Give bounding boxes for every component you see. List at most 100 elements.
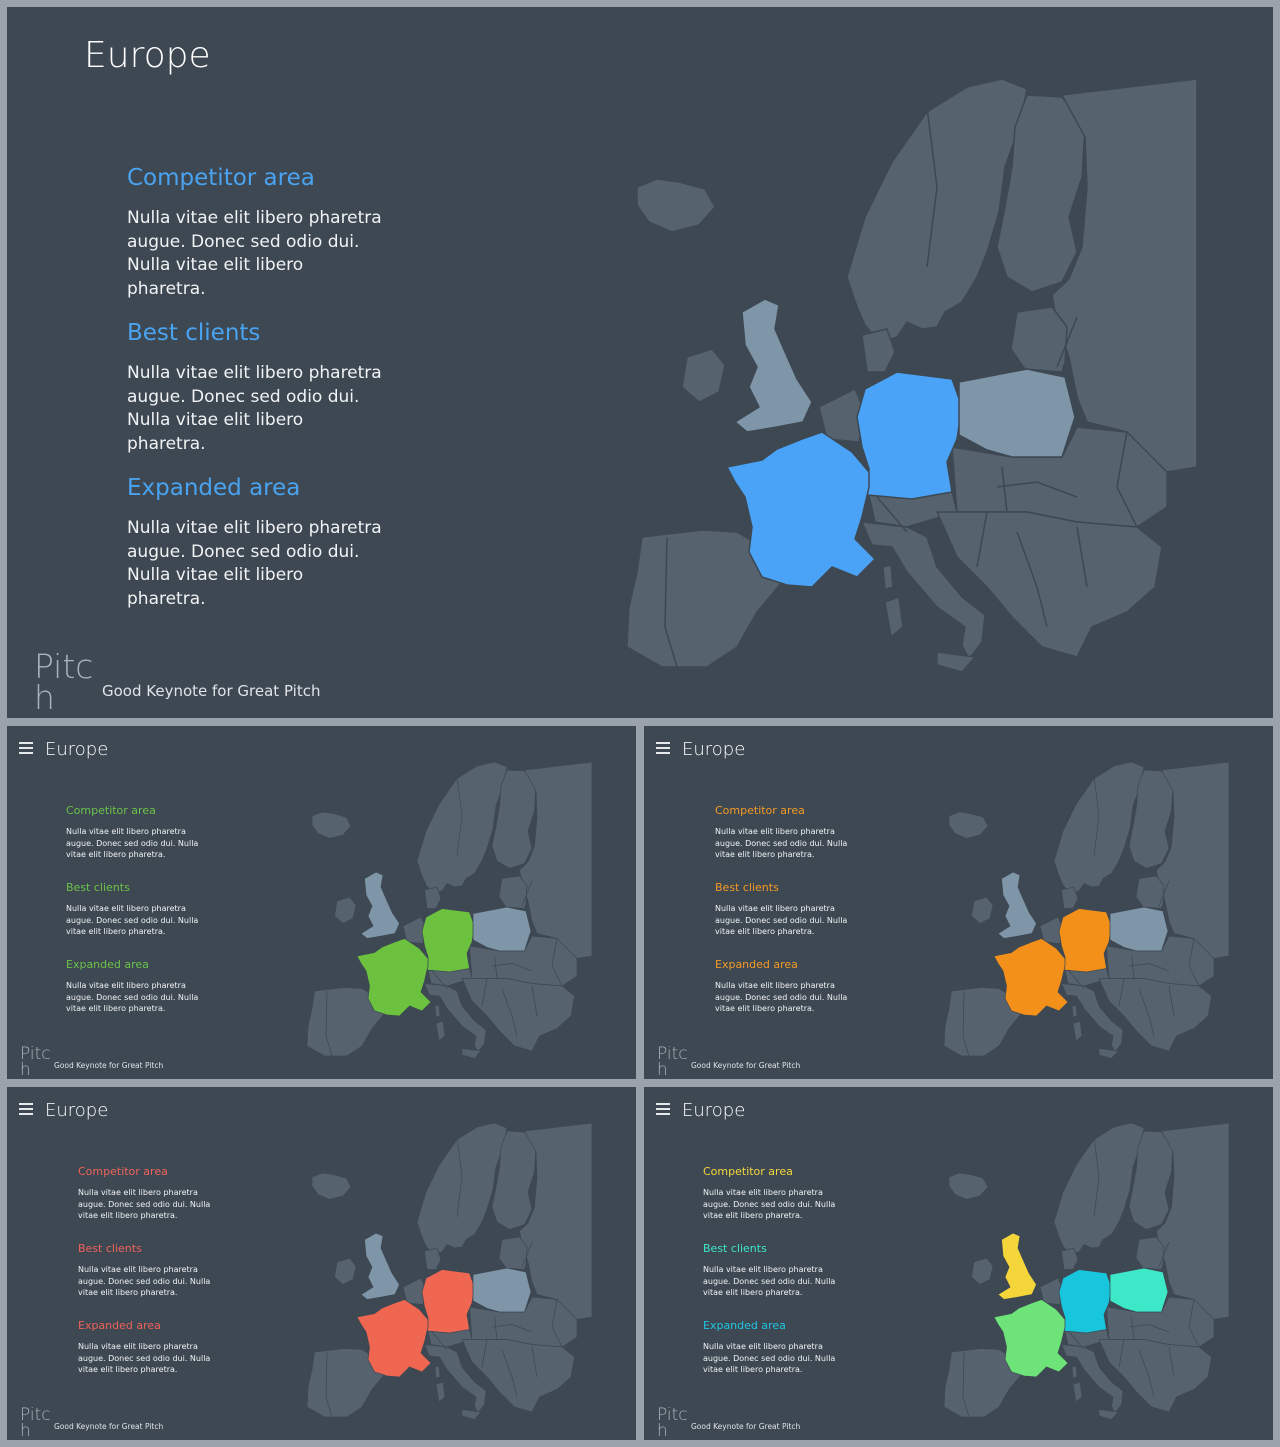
section-body: Nulla vitae elit libero pharetra augue. …: [715, 981, 848, 1013]
region-sardinia: [435, 1020, 446, 1042]
country-border: [481, 1339, 488, 1368]
section-heading: Competitor area: [78, 1165, 168, 1178]
tagline: Good Keynote for Great Pitch: [102, 682, 321, 700]
section-heading: Best clients: [127, 320, 261, 346]
region-germany: [1058, 1269, 1112, 1334]
country-border: [1131, 1316, 1135, 1340]
region-russia: [519, 761, 593, 959]
country-border: [325, 990, 333, 1057]
country-border: [1116, 431, 1138, 528]
europe-map: [934, 756, 1234, 1066]
country-border: [431, 970, 448, 989]
section-best-clients: Best clients Nulla vitae elit libero pha…: [127, 320, 387, 456]
country-border: [1168, 1346, 1175, 1378]
country-border: [1168, 985, 1175, 1017]
menu-icon[interactable]: [19, 1103, 33, 1115]
slide-multicolor: Europe Competitor area Nulla vitae elit …: [644, 1087, 1273, 1440]
country-border: [1118, 978, 1125, 1007]
section-body: Nulla vitae elit libero pharetra augue. …: [78, 1342, 211, 1374]
slide-main: Europe Competitor area Nulla vitae elit …: [7, 7, 1273, 718]
region-russia: [1051, 78, 1198, 473]
region-balkans: [461, 1339, 575, 1413]
section-competitor: Competitor area Nulla vitae elit libero …: [703, 1165, 838, 1222]
region-denmark: [424, 1247, 442, 1270]
region-sicily: [461, 1048, 482, 1059]
region-corsica: [434, 1004, 441, 1018]
region-uk: [997, 871, 1037, 939]
region-iceland: [948, 1172, 989, 1200]
section-expanded: Expanded area Nulla vitae elit libero ph…: [715, 958, 850, 1015]
region-sardinia: [435, 1381, 446, 1403]
country-border: [551, 1299, 563, 1348]
country-border: [1001, 466, 1008, 513]
section-heading: Expanded area: [703, 1319, 786, 1332]
europe-map-svg: [626, 78, 1198, 673]
region-baltics: [1135, 1236, 1165, 1270]
menu-icon[interactable]: [19, 742, 33, 754]
slide-orange: Europe Competitor area Nulla vitae elit …: [644, 726, 1273, 1079]
section-competitor: Competitor area Nulla vitae elit libero …: [66, 804, 201, 861]
europe-map-svg: [943, 761, 1230, 1059]
country-border: [1131, 955, 1135, 979]
section-heading: Competitor area: [715, 804, 805, 817]
section-expanded: Expanded area Nulla vitae elit libero ph…: [66, 958, 201, 1015]
section-heading: Competitor area: [66, 804, 156, 817]
region-france: [993, 938, 1069, 1017]
pitch-logo: Pitc h: [657, 1044, 688, 1079]
region-sicily: [1098, 1048, 1119, 1059]
country-border: [962, 990, 970, 1057]
country-border: [325, 1351, 333, 1418]
country-border: [481, 978, 488, 1007]
slide-title: Europe: [45, 1100, 109, 1121]
slide-title: Europe: [682, 739, 746, 760]
section-heading: Best clients: [66, 881, 130, 894]
region-russia: [1156, 761, 1230, 959]
section-heading: Competitor area: [703, 1165, 793, 1178]
region-poland: [958, 368, 1076, 458]
country-border: [1093, 1136, 1100, 1218]
country-border: [1138, 1349, 1155, 1398]
section-heading: Expanded area: [66, 958, 149, 971]
section-competitor: Competitor area Nulla vitae elit libero …: [715, 804, 850, 861]
country-border: [456, 775, 463, 857]
region-baltics: [1135, 875, 1165, 909]
section-best-clients: Best clients Nulla vitae elit libero pha…: [78, 1242, 213, 1299]
region-sicily: [1098, 1409, 1119, 1420]
europe-map: [297, 1117, 597, 1427]
country-border: [551, 938, 563, 987]
country-border: [1158, 880, 1170, 907]
region-denmark: [861, 328, 896, 373]
region-scandinavia: [846, 78, 1028, 343]
section-body: Nulla vitae elit libero pharetra augue. …: [78, 1265, 211, 1297]
menu-icon[interactable]: [656, 742, 670, 754]
menu-icon[interactable]: [656, 1103, 670, 1115]
country-border: [1158, 1241, 1170, 1268]
region-poland: [1109, 1267, 1169, 1313]
section-body: Nulla vitae elit libero pharetra augue. …: [66, 981, 199, 1013]
slide-green: Europe Competitor area Nulla vitae elit …: [7, 726, 636, 1079]
region-denmark: [1061, 1247, 1079, 1270]
tagline: Good Keynote for Great Pitch: [54, 1422, 164, 1431]
country-border: [521, 1241, 533, 1268]
section-heading: Competitor area: [127, 165, 315, 191]
region-iceland: [311, 811, 352, 839]
region-sicily: [461, 1409, 482, 1420]
region-france: [726, 431, 876, 588]
country-border: [876, 496, 908, 533]
region-uk: [997, 1232, 1037, 1300]
region-corsica: [882, 564, 894, 590]
region-denmark: [424, 886, 442, 909]
europe-map: [607, 67, 1207, 687]
section-body: Nulla vitae elit libero pharetra augue. …: [66, 904, 199, 936]
region-corsica: [434, 1365, 441, 1379]
slide-red: Europe Competitor area Nulla vitae elit …: [7, 1087, 636, 1440]
region-ireland: [334, 896, 357, 924]
region-france: [356, 1299, 432, 1378]
country-border: [521, 880, 533, 907]
region-poland: [472, 1267, 532, 1313]
pitch-logo: Pitc h: [657, 1405, 688, 1440]
country-border: [996, 481, 1078, 498]
slide-title: Europe: [84, 35, 211, 76]
section-body: Nulla vitae elit libero pharetra augue. …: [78, 1188, 211, 1220]
europe-map: [297, 756, 597, 1066]
